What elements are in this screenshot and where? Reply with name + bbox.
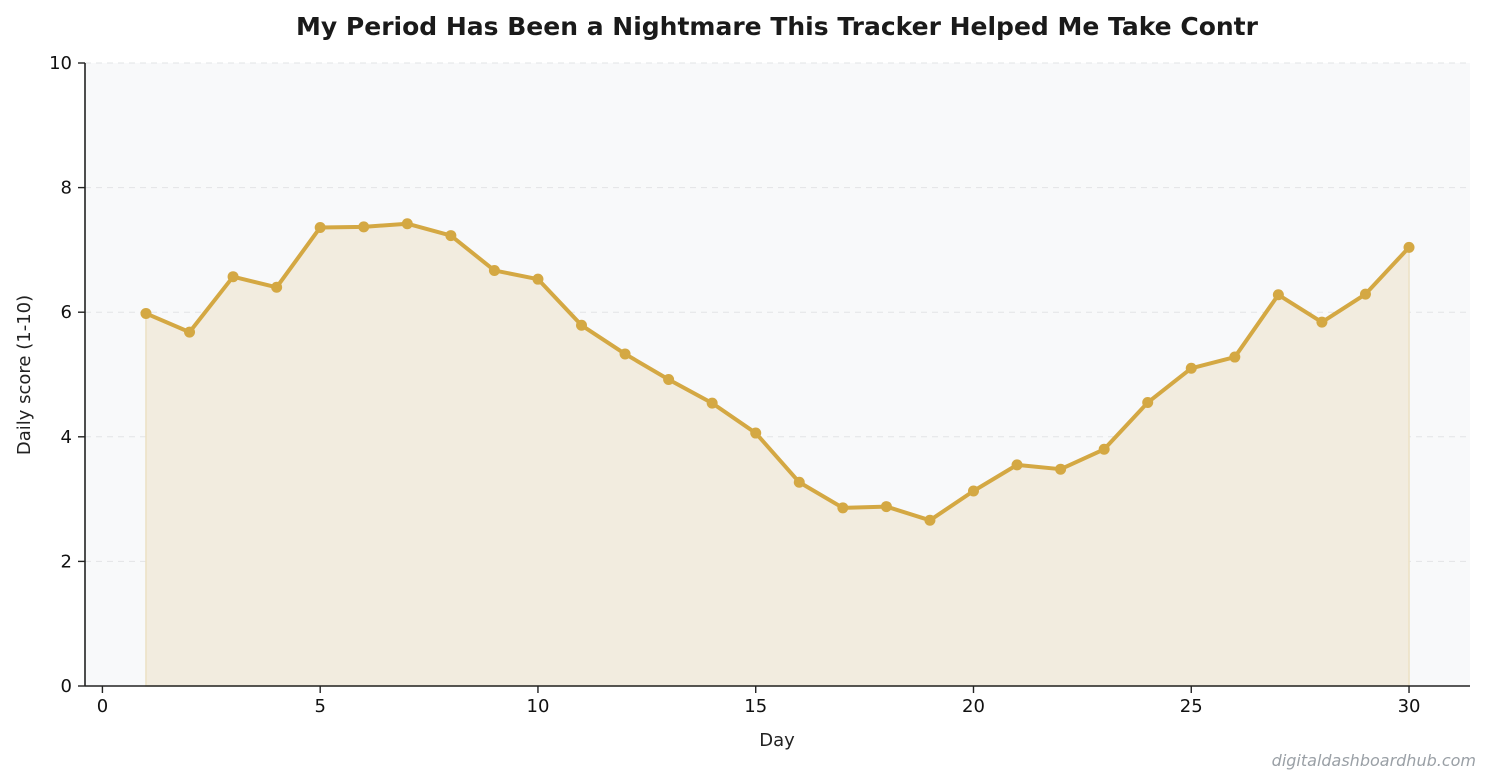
data-point (837, 502, 849, 514)
data-point (1142, 397, 1154, 409)
data-point (1185, 362, 1197, 374)
x-tick-label: 20 (962, 696, 985, 717)
data-point (227, 271, 239, 283)
x-axis-label: Day (759, 730, 795, 751)
y-tick-label: 8 (61, 178, 72, 199)
y-tick-label: 2 (61, 551, 72, 572)
chart-title: My Period Has Been a Nightmare This Trac… (296, 12, 1259, 41)
data-point (1403, 241, 1415, 253)
data-point (1316, 316, 1328, 328)
x-tick-label: 10 (527, 696, 550, 717)
data-point (1011, 459, 1023, 471)
y-tick-label: 0 (61, 676, 72, 697)
data-point (750, 427, 762, 439)
x-tick-label: 5 (314, 696, 325, 717)
data-point (924, 514, 936, 526)
y-axis-label: Daily score (1-10) (14, 295, 35, 455)
data-point (184, 326, 196, 338)
data-point (488, 264, 500, 276)
x-tick-label: 25 (1180, 696, 1203, 717)
data-point (1229, 351, 1241, 363)
x-tick-label: 0 (97, 696, 108, 717)
data-point (706, 397, 718, 409)
y-tick-label: 4 (61, 427, 72, 448)
data-points (140, 218, 1415, 526)
data-point (532, 273, 544, 285)
x-ticks: 0 5 10 15 20 25 30 (97, 686, 1421, 717)
data-point (967, 485, 979, 497)
data-point (1098, 443, 1110, 455)
data-point (140, 307, 152, 319)
data-point (1272, 289, 1284, 301)
data-point (358, 221, 370, 233)
data-point (401, 218, 413, 230)
y-ticks: 0 2 4 6 8 10 (49, 53, 85, 697)
series-line (143, 221, 1412, 523)
y-tick-label: 6 (61, 302, 72, 323)
data-point (1359, 288, 1371, 300)
data-point (314, 221, 326, 233)
data-point (880, 501, 892, 513)
data-point (619, 348, 631, 360)
data-point (793, 476, 805, 488)
data-point (1055, 463, 1067, 475)
data-point (445, 230, 457, 242)
watermark: digitaldashboardhub.com (1272, 751, 1476, 770)
data-point (271, 281, 283, 293)
data-point (576, 319, 588, 331)
data-point (663, 373, 675, 385)
x-tick-label: 15 (744, 696, 767, 717)
y-tick-label: 10 (49, 53, 72, 74)
x-tick-label: 30 (1398, 696, 1421, 717)
